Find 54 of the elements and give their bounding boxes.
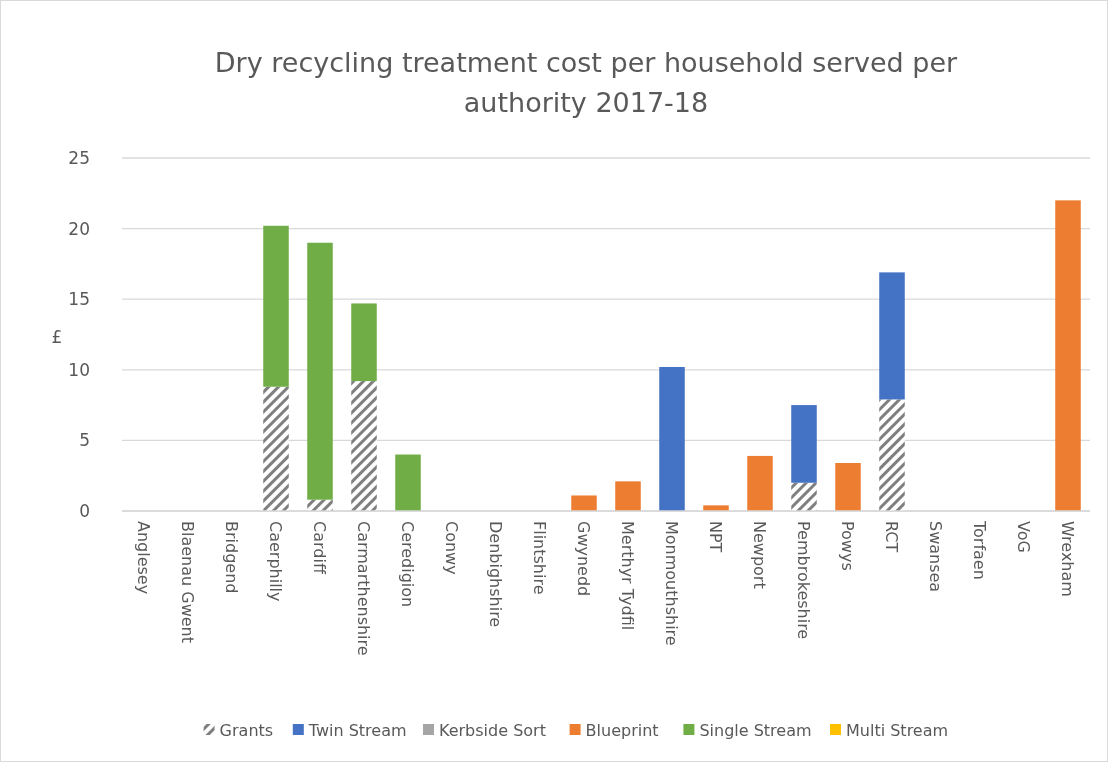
x-tick-label: Merthyr Tydfil: [618, 521, 638, 631]
y-tick-label: 20: [68, 218, 90, 239]
y-tick-label: 10: [68, 359, 90, 380]
bar: [659, 366, 685, 511]
x-tick-label: Gwynedd: [574, 521, 594, 597]
x-tick-label: Denbighshire: [486, 521, 506, 628]
x-tick-label: Swansea: [926, 521, 946, 593]
x-tick-label: Anglesey: [134, 521, 154, 595]
x-tick-label: Blaenau Gwent: [178, 521, 198, 643]
bar: [263, 386, 289, 511]
bar: [307, 242, 333, 500]
x-tick-label: Pembrokeshire: [794, 521, 814, 640]
x-tick-label: VoG: [1014, 521, 1034, 553]
bar: [1055, 200, 1081, 511]
x-tick-label: Torfaen: [970, 520, 990, 580]
bar: [615, 481, 641, 511]
x-tick-label: Powys: [838, 521, 858, 571]
chart-title: Dry recycling treatment cost per household served per authority 2017-18: [214, 47, 959, 118]
bar: [791, 482, 817, 511]
x-tick-label: Cardiff: [310, 521, 330, 575]
legend-label: Blueprint: [585, 720, 659, 740]
bar: [351, 381, 377, 511]
y-tick-label: 15: [68, 289, 90, 310]
bar: [879, 272, 905, 400]
bar: [395, 454, 421, 511]
y-tick-label: 5: [79, 430, 90, 451]
x-tick-label: RCT: [882, 521, 902, 553]
bar: [791, 405, 817, 483]
bar: [351, 303, 377, 382]
y-tick-label: 0: [79, 500, 90, 521]
bar: [571, 495, 597, 511]
x-tick-label: Bridgend: [222, 521, 242, 594]
bar: [747, 455, 773, 511]
x-tick-label: Monmouthshire: [662, 521, 682, 646]
bar: [307, 499, 333, 511]
legend-label: Twin Stream: [307, 720, 407, 740]
x-tick-label: Flintshire: [530, 521, 550, 595]
x-tick-label: Ceredigion: [398, 521, 418, 608]
x-tick-label: NPT: [706, 521, 726, 553]
x-tick-label: Carmarthenshire: [354, 521, 374, 656]
bar: [879, 399, 905, 511]
x-tick-label: Wrexham: [1058, 521, 1078, 597]
y-axis-title: £: [51, 327, 63, 347]
legend-label: Multi Stream: [846, 720, 949, 740]
bar: [263, 225, 289, 387]
bar: [835, 462, 861, 511]
legend-label: Single Stream: [699, 720, 812, 740]
legend-label: Grants: [219, 720, 274, 740]
x-tick-label: Conwy: [442, 521, 462, 575]
y-tick-label: 25: [68, 147, 90, 168]
legend-label: Kerbside Sort: [439, 720, 546, 740]
x-tick-label: Caerphilly: [266, 521, 286, 602]
x-tick-label: Newport: [750, 521, 770, 589]
bar: [703, 505, 729, 511]
